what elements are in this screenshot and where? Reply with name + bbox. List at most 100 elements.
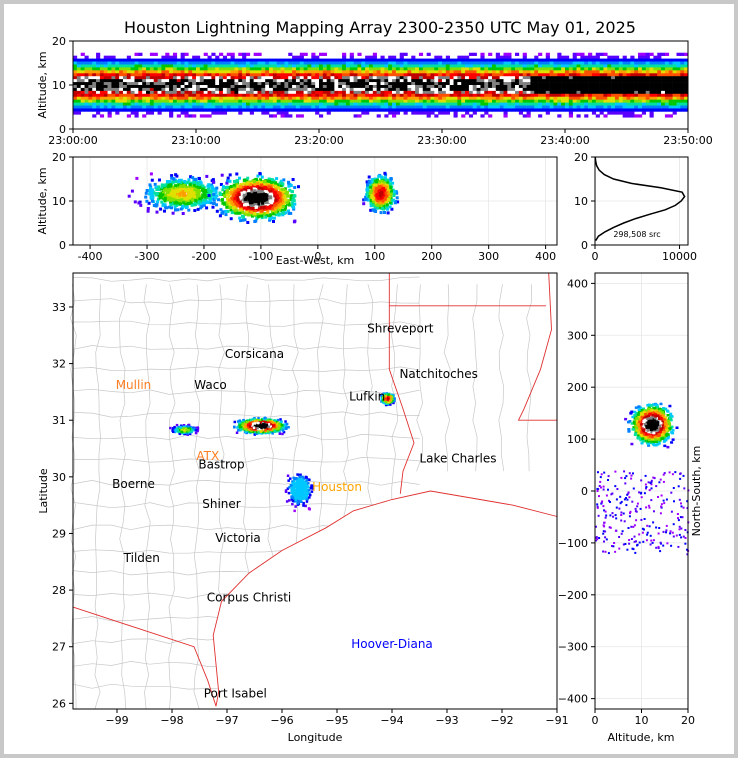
time-altitude-cell xyxy=(461,102,466,106)
time-altitude-cell xyxy=(641,73,647,77)
time-altitude-cell xyxy=(107,108,112,112)
time-altitude-cell xyxy=(403,82,408,86)
time-altitude-cell xyxy=(653,93,658,98)
time-altitude-cell xyxy=(534,96,539,100)
time-altitude-cell xyxy=(449,82,454,86)
time-altitude-cell xyxy=(107,87,112,92)
time-altitude-cell xyxy=(565,99,570,103)
time-altitude-cell xyxy=(422,58,427,62)
east-west-point xyxy=(271,194,275,197)
east-west-point xyxy=(281,198,285,202)
time-altitude-cell xyxy=(319,96,324,100)
time-altitude-cell xyxy=(180,96,185,100)
time-altitude-cell xyxy=(445,102,450,106)
time-altitude-cell xyxy=(549,76,554,80)
time-altitude-cell xyxy=(488,102,493,106)
east-west-point xyxy=(148,183,152,187)
time-altitude-cell xyxy=(319,61,324,65)
east-west-point xyxy=(226,209,230,213)
time-altitude-cell xyxy=(311,85,316,89)
time-altitude-cell xyxy=(249,105,254,109)
east-west-point xyxy=(262,212,266,216)
time-altitude-cell xyxy=(253,73,258,77)
time-altitude-cell xyxy=(107,55,112,59)
time-altitude-cell xyxy=(676,108,681,112)
time-altitude-cell xyxy=(149,87,155,92)
time-altitude-cell xyxy=(392,61,397,65)
time-altitude-cell xyxy=(269,61,274,65)
time-altitude-cell xyxy=(165,70,170,74)
time-altitude-cell xyxy=(603,96,608,100)
time-altitude-cell xyxy=(269,105,274,109)
time-altitude-cell xyxy=(103,82,108,86)
time-altitude-cell xyxy=(357,90,362,95)
east-west-point xyxy=(217,198,220,202)
time-altitude-cell xyxy=(261,70,266,74)
time-altitude-cell xyxy=(603,61,608,65)
time-altitude-cell xyxy=(349,87,354,92)
time-altitude-cell xyxy=(488,73,493,77)
time-altitude-cell xyxy=(472,111,477,115)
time-altitude-cell xyxy=(399,58,404,62)
time-altitude-cell xyxy=(122,96,128,100)
time-altitude-cell xyxy=(499,73,504,77)
time-altitude-cell xyxy=(545,55,550,59)
time-altitude-cell xyxy=(265,76,270,80)
time-altitude-cell xyxy=(188,70,193,74)
time-altitude-cell xyxy=(499,105,504,109)
time-altitude-cell xyxy=(111,76,116,80)
time-altitude-cell xyxy=(403,111,408,115)
time-altitude-cell xyxy=(146,85,151,89)
time-altitude-cell xyxy=(645,108,650,112)
time-altitude-cell xyxy=(222,67,228,71)
time-altitude-cell xyxy=(545,70,550,74)
time-altitude-cell xyxy=(353,102,358,106)
time-altitude-cell xyxy=(599,58,604,62)
time-altitude-cell xyxy=(388,111,393,115)
time-altitude-cell xyxy=(565,82,570,86)
time-altitude-cell xyxy=(507,64,512,68)
time-altitude-cell xyxy=(249,61,254,65)
time-altitude-cell xyxy=(484,102,489,106)
time-altitude-cell xyxy=(457,55,462,59)
east-west-point xyxy=(244,178,248,182)
time-altitude-cell xyxy=(614,82,620,86)
time-altitude-cell xyxy=(196,102,201,106)
east-west-point xyxy=(238,200,242,204)
time-altitude-cell xyxy=(515,108,520,112)
time-altitude-cell xyxy=(269,90,274,95)
time-altitude-cell xyxy=(426,87,431,92)
time-altitude-cell xyxy=(638,93,643,98)
time-altitude-cell xyxy=(299,55,304,59)
time-altitude-cell xyxy=(242,64,247,68)
east-west-point xyxy=(256,212,260,216)
time-altitude-cell xyxy=(211,58,216,62)
time-altitude-cell xyxy=(422,93,427,98)
time-altitude-cell xyxy=(349,55,354,59)
time-altitude-cell xyxy=(630,96,635,100)
time-altitude-cell xyxy=(207,114,212,118)
time-altitude-cell xyxy=(357,102,362,106)
time-altitude-cell xyxy=(222,55,228,59)
time-altitude-cell xyxy=(272,108,278,112)
time-altitude-cell xyxy=(165,99,170,103)
east-west-point xyxy=(193,195,197,199)
time-altitude-cell xyxy=(657,61,662,65)
time-altitude-cell xyxy=(472,105,477,109)
time-altitude-cell xyxy=(184,82,189,86)
time-altitude-cell xyxy=(684,90,689,95)
east-west-point xyxy=(185,180,189,184)
time-altitude-cell xyxy=(649,99,654,103)
time-altitude-cell xyxy=(607,87,612,92)
time-altitude-cell xyxy=(399,105,404,109)
time-altitude-cell xyxy=(192,108,197,112)
time-altitude-cell xyxy=(403,99,408,103)
time-altitude-cell xyxy=(495,85,500,89)
time-altitude-cell xyxy=(415,85,420,89)
time-altitude-cell xyxy=(196,73,201,77)
time-altitude-cell xyxy=(73,70,78,74)
time-altitude-cell xyxy=(165,61,170,65)
time-altitude-cell xyxy=(292,70,297,74)
east-west-point xyxy=(218,191,222,195)
time-altitude-cell xyxy=(188,87,193,92)
